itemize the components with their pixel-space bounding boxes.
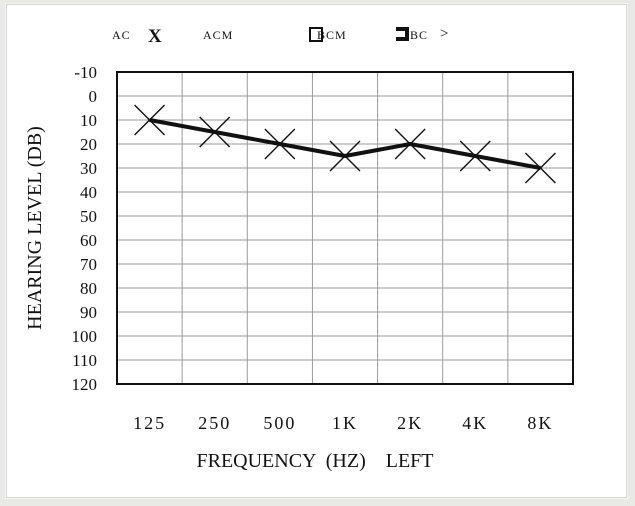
y-tick-label: 40 bbox=[80, 183, 97, 202]
y-tick-label: 70 bbox=[80, 255, 97, 274]
data-point-x-marker bbox=[524, 152, 556, 184]
legend-label-bcm: BCM bbox=[317, 28, 347, 42]
x-tick-label: 250 bbox=[198, 413, 231, 433]
data-point-x-marker bbox=[134, 104, 166, 136]
y-axis-labels: -10 0 10 20 30 40 50 60 70 80 90 100 110 120 bbox=[72, 63, 98, 394]
data-point-x-marker bbox=[459, 140, 491, 172]
marker-stroke bbox=[524, 152, 556, 184]
chart-series bbox=[134, 104, 556, 184]
marker-stroke bbox=[394, 128, 426, 160]
x-tick-label: 1K bbox=[332, 413, 358, 433]
legend-square-icon bbox=[309, 27, 323, 42]
chart-frame bbox=[6, 4, 627, 498]
y-tick-label: 10 bbox=[80, 111, 97, 130]
legend-symbol-x: X bbox=[148, 26, 162, 47]
x-tick-label: 4K bbox=[462, 413, 488, 433]
y-tick-label: 60 bbox=[80, 231, 97, 250]
y-tick-label: 0 bbox=[89, 87, 98, 106]
legend: AC X ACM BCM BC > bbox=[0, 0, 635, 60]
y-axis-title: HEARING LEVEL (DB) bbox=[24, 126, 46, 330]
data-point-x-marker bbox=[199, 116, 231, 148]
x-tick-label: 500 bbox=[263, 413, 296, 433]
legend-label-bc: BC bbox=[410, 28, 429, 42]
marker-stroke bbox=[459, 140, 491, 172]
y-tick-label: 30 bbox=[80, 159, 97, 178]
x-axis-labels: 125 250 500 1K 2K 4K 8K bbox=[133, 413, 553, 433]
legend-label-ac: AC bbox=[112, 28, 131, 42]
x-tick-label: 2K bbox=[397, 413, 423, 433]
marker-stroke bbox=[329, 140, 361, 172]
y-tick-label: 20 bbox=[80, 135, 97, 154]
data-point-x-marker bbox=[329, 140, 361, 172]
x-tick-label: 125 bbox=[133, 413, 166, 433]
legend-label-acm: ACM bbox=[203, 28, 234, 42]
y-tick-label: 50 bbox=[80, 207, 97, 226]
y-tick-label: 80 bbox=[80, 279, 97, 298]
data-point-x-marker bbox=[264, 128, 296, 160]
data-point-x-marker bbox=[394, 128, 426, 160]
x-tick-label: 8K bbox=[527, 413, 553, 433]
y-tick-label: 100 bbox=[72, 327, 98, 346]
y-tick-label: 120 bbox=[72, 375, 98, 394]
chart-grid bbox=[116, 71, 574, 385]
y-tick-label: 110 bbox=[72, 351, 97, 370]
legend-symbol-bc: > bbox=[440, 26, 449, 42]
legend-bracket-icon bbox=[396, 27, 409, 41]
x-axis-title: FREQUENCY (HZ) LEFT bbox=[196, 450, 433, 472]
plot-border bbox=[116, 71, 574, 385]
marker-stroke bbox=[134, 104, 166, 136]
marker-stroke bbox=[199, 116, 231, 148]
y-tick-label: 90 bbox=[80, 303, 97, 322]
marker-stroke bbox=[264, 128, 296, 160]
y-tick-label: -10 bbox=[74, 63, 97, 82]
